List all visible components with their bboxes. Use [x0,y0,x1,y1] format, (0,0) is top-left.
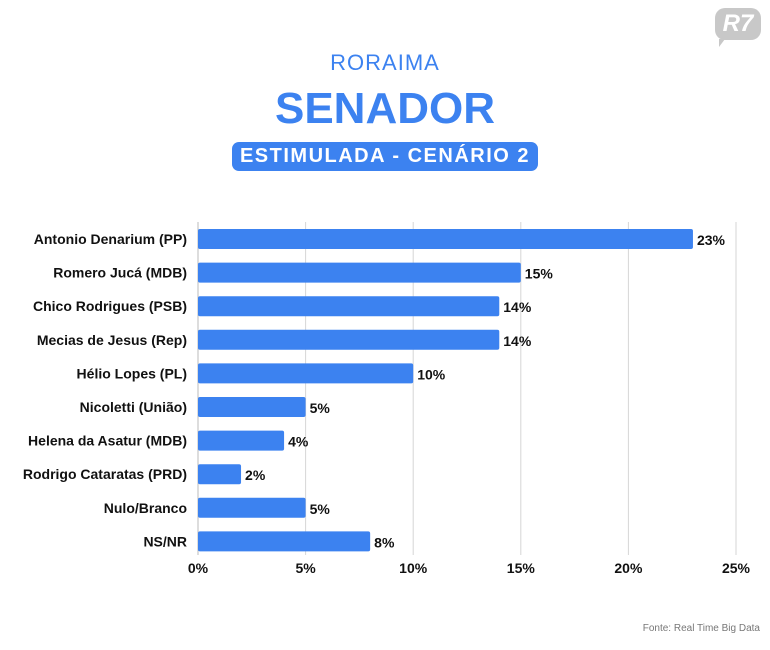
data-label: 14% [503,333,532,349]
category-label: Chico Rodrigues (PSB) [33,298,187,314]
bar [198,296,500,317]
bar [198,397,306,417]
bar [198,497,306,518]
category-label: Mecias de Jesus (Rep) [37,332,187,348]
r7-logo: R7 [715,8,761,47]
data-label: 5% [310,400,331,416]
bar [198,464,242,485]
category-label: Antonio Denarium (PP) [34,231,187,247]
x-tick-label: 15% [507,560,536,576]
bar [198,363,414,384]
source-note: Fonte: Real Time Big Data [642,623,760,634]
data-label: 15% [525,266,554,282]
bar [198,329,500,350]
category-label: Nicoletti (União) [80,399,187,415]
category-label: Nulo/Branco [104,500,187,516]
data-label: 2% [245,467,266,483]
x-tick-label: 0% [188,560,209,576]
data-label: 4% [288,434,309,450]
category-label: Rodrigo Cataratas (PRD) [23,466,187,482]
category-label: Romero Jucá (MDB) [53,265,187,281]
bar [198,531,371,552]
data-label: 14% [503,299,532,315]
data-label: 10% [417,366,446,382]
data-label: 5% [310,501,331,517]
x-tick-label: 5% [295,560,316,576]
x-tick-label: 25% [722,560,751,576]
x-tick-label: 10% [399,560,428,576]
category-label: Helena da Asatur (MDB) [28,433,187,449]
data-label: 23% [697,232,726,248]
scenario-badge: ESTIMULADA - CENÁRIO 2 [231,142,539,171]
data-label: 8% [374,534,395,550]
chart-title: SENADOR [274,84,496,133]
x-tick-label: 20% [614,560,643,576]
bar [198,262,521,283]
region-label: RORAIMA [330,50,440,75]
category-label: NS/NR [143,533,187,549]
category-label: Hélio Lopes (PL) [77,365,187,381]
bar [198,430,285,451]
bar [198,229,693,249]
